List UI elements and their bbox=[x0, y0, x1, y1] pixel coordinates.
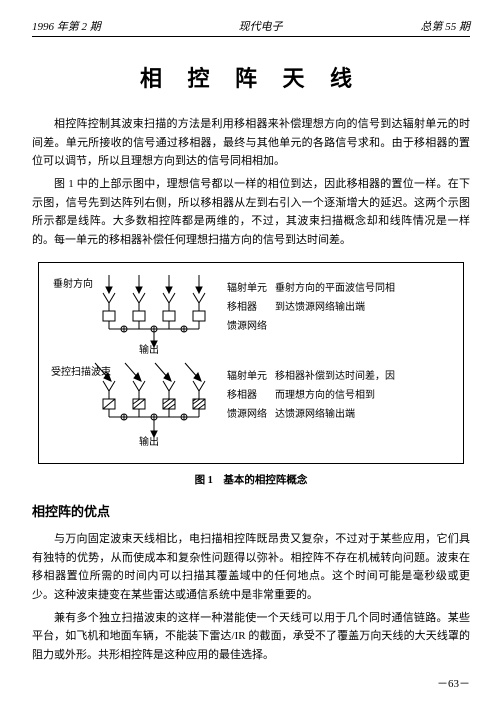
figure-1-caption: 图 1 基本的相控阵概念 bbox=[32, 472, 470, 487]
figure-1-box: 垂射方向 输出 辐射单元 移相器 馈源网络 垂射方向的平面波信号同相 到达馈源网… bbox=[38, 262, 464, 464]
top-output-label: 输出 bbox=[139, 343, 159, 355]
page-number: －63－ bbox=[32, 675, 470, 691]
bot-col2-1: 而理想方向的信号相到 bbox=[275, 388, 395, 403]
bot-col1-2: 馈源网络 bbox=[227, 407, 267, 422]
bot-col2-0: 移相器补偿到达时间差，因 bbox=[275, 369, 395, 384]
header-center: 现代电子 bbox=[239, 18, 283, 34]
figure-1-bottom-labels: 辐射单元 移相器 馈源网络 移相器补偿到达时间差，因 而理想方向的信号相到 达馈… bbox=[227, 361, 403, 426]
bot-col2-2: 达馈源网络输出端 bbox=[275, 407, 395, 422]
paragraph-3: 与万向固定波束天线相比，电扫描相控阵既昂贵又复杂，不过对于某些应用，它们具有独特… bbox=[32, 530, 470, 605]
figure-1-top-diagram: 垂射方向 输出 bbox=[47, 273, 227, 355]
antenna-diagram-top-svg: 垂射方向 输出 bbox=[47, 273, 227, 355]
top-col1-0: 辐射单元 bbox=[227, 281, 267, 296]
section-heading-advantages: 相控阵的优点 bbox=[32, 501, 470, 520]
bot-col1-0: 辐射单元 bbox=[227, 369, 267, 384]
top-side-label: 垂射方向 bbox=[53, 277, 93, 290]
article-title: 相 控 阵 天 线 bbox=[32, 61, 470, 93]
header-row: 1996 年第 2 期 现代电子 总第 55 期 bbox=[32, 18, 470, 37]
figure-1-bottom-diagram: 受控扫描波束 输出 bbox=[47, 361, 227, 447]
bottom-output-label: 输出 bbox=[139, 435, 159, 447]
bot-col1-1: 移相器 bbox=[227, 388, 267, 403]
top-col1-2: 馈源网络 bbox=[227, 319, 267, 334]
paragraph-1: 相控阵控制其波束扫描的方法是利用移相器来补偿理想方向的信号到达辐射单元的时间差。… bbox=[32, 115, 470, 171]
paragraph-2: 图 1 中的上部示图中，理想信号都以一样的相位到达，因此移相器的置位一样。在下示… bbox=[32, 175, 470, 250]
top-col2-0: 垂射方向的平面波信号同相 bbox=[275, 281, 395, 296]
bottom-side-label: 受控扫描波束 bbox=[51, 365, 111, 378]
figure-1-top-labels: 辐射单元 移相器 馈源网络 垂射方向的平面波信号同相 到达馈源网络输出端 bbox=[227, 273, 403, 338]
page: 1996 年第 2 期 现代电子 总第 55 期 相 控 阵 天 线 相控阵控制… bbox=[0, 0, 502, 709]
top-col2-1: 到达馈源网络输出端 bbox=[275, 300, 395, 315]
antenna-diagram-bottom-svg: 受控扫描波束 输出 bbox=[47, 361, 227, 447]
paragraph-4: 兼有多个独立扫描波束的这样一种潜能使一个天线可以用于几个同时通信链路。某些平台，… bbox=[32, 609, 470, 665]
figure-1-bottom: 受控扫描波束 输出 辐射单元 移相器 馈源网络 移相器补偿到达时间差，因 而理想… bbox=[47, 361, 455, 447]
figure-1-top: 垂射方向 输出 辐射单元 移相器 馈源网络 垂射方向的平面波信号同相 到达馈源网… bbox=[47, 273, 455, 355]
top-col1-1: 移相器 bbox=[227, 300, 267, 315]
header-left: 1996 年第 2 期 bbox=[32, 18, 101, 34]
header-right: 总第 55 期 bbox=[421, 18, 471, 34]
